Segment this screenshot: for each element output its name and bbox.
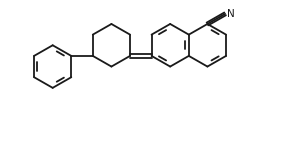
Text: N: N [227, 9, 235, 19]
